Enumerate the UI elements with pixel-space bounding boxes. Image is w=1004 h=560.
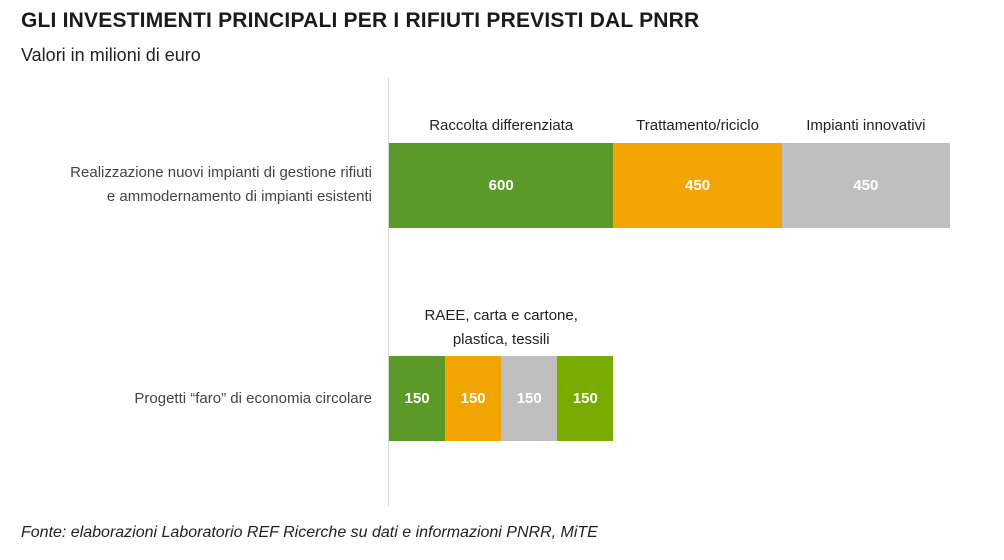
chart-subtitle: Valori in milioni di euro bbox=[21, 45, 201, 65]
segment-header-label: Trattamento/riciclo bbox=[636, 117, 759, 134]
bar-segment: 150 bbox=[557, 356, 614, 441]
bar-segment: 150 bbox=[445, 356, 502, 441]
group-header-label: plastica, tessili bbox=[452, 331, 550, 348]
segment-header-label: Raccolta differenziata bbox=[429, 117, 574, 134]
axis-line bbox=[388, 78, 389, 506]
category-label: Realizzazione nuovi impianti di gestione… bbox=[70, 164, 372, 181]
category-label: e ammodernamento di impianti esistenti bbox=[106, 188, 372, 205]
bar-segment: 450 bbox=[613, 143, 782, 228]
source-note: Fonte: elaborazioni Laboratorio REF Rice… bbox=[21, 524, 598, 541]
bar-segment: 150 bbox=[501, 356, 558, 441]
category-label: Progetti “faro” di economia circolare bbox=[134, 390, 372, 407]
bar-segment: 150 bbox=[389, 356, 446, 441]
chart-title: GLI INVESTIMENTI PRINCIPALI PER I RIFIUT… bbox=[21, 9, 700, 32]
group-header-label: RAEE, carta e cartone, bbox=[424, 307, 578, 324]
bar-segment: 450 bbox=[781, 143, 950, 228]
bar-segment: 600 bbox=[389, 143, 614, 228]
segment-header-label: Impianti innovativi bbox=[806, 117, 926, 134]
